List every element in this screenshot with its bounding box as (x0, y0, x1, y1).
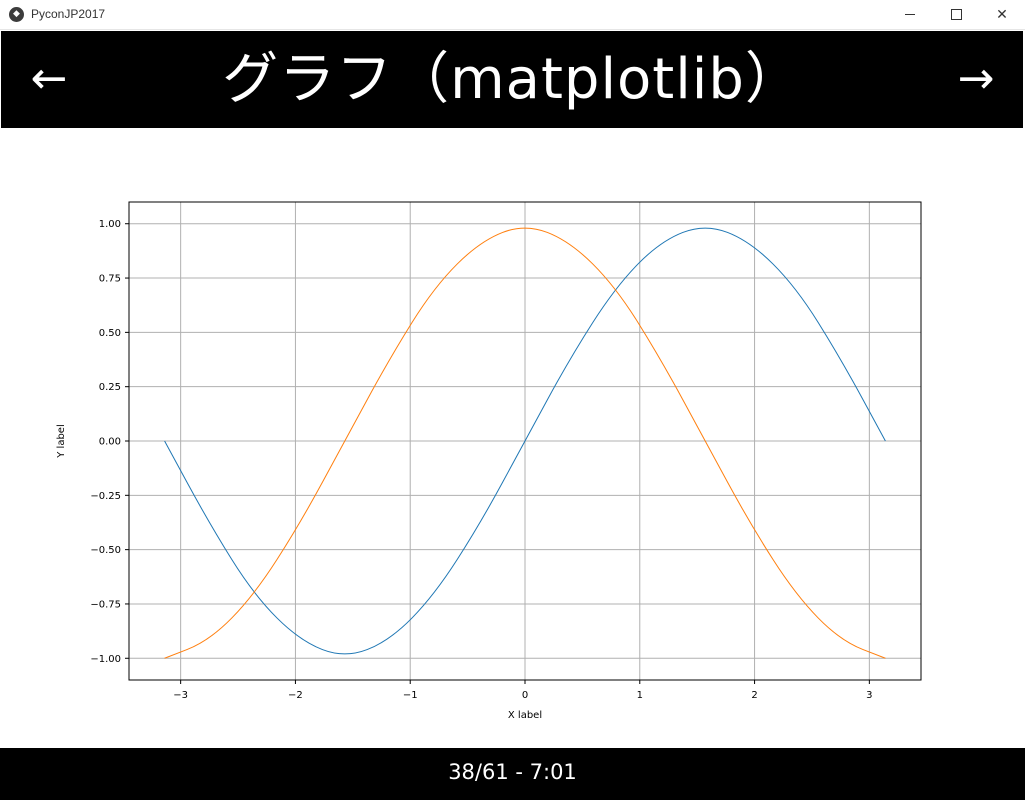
close-button[interactable]: ✕ (979, 0, 1025, 30)
grid-lines (129, 202, 921, 680)
slide-progress-status: 38/61 - 7:01 (448, 760, 577, 784)
line-chart: −3 −2 −1 0 1 2 3 −1.00 −0.75 −0.50 −0.25 0.00 0.25 0.… (56, 201, 922, 721)
arrow-left-icon: ← (30, 53, 68, 104)
series-lines (164, 227, 886, 659)
window-titlebar: ◆ PyconJP2017 ✕ (0, 0, 1025, 30)
minimize-button[interactable] (887, 0, 933, 30)
slide-header: ← グラフ（matplotlib） → (1, 31, 1023, 128)
next-slide-button[interactable]: → (946, 49, 1006, 109)
axis-ticks: −3 −2 −1 0 1 2 3 −1.00 −0.75 −0.50 −0.25 0.00 0.25 0.… (90, 219, 872, 701)
y-tick-label: −0.75 (90, 599, 121, 610)
maximize-icon (951, 9, 962, 20)
x-tick-label: 1 (637, 690, 643, 701)
y-tick-label: 0.75 (99, 274, 121, 285)
y-tick-label: 0.50 (99, 328, 121, 339)
y-tick-label: −1.00 (90, 654, 121, 665)
arrow-right-icon: → (957, 53, 995, 104)
y-tick-label: 0.25 (99, 382, 121, 393)
slide-footer: 38/61 - 7:01 (0, 748, 1025, 800)
chart-area: −3 −2 −1 0 1 2 3 −1.00 −0.75 −0.50 −0.25 0.00 0.25 0.… (0, 128, 1025, 748)
x-tick-label: 3 (866, 690, 872, 701)
x-tick-label: −1 (403, 690, 418, 701)
series-line-2 (164, 227, 886, 659)
x-tick-label: −2 (288, 690, 303, 701)
x-tick-label: 0 (522, 690, 528, 701)
x-tick-label: −3 (173, 690, 188, 701)
x-axis-label: X label (508, 710, 542, 721)
y-tick-label: −0.50 (90, 545, 121, 556)
close-icon: ✕ (996, 7, 1008, 23)
maximize-button[interactable] (933, 0, 979, 30)
prev-slide-button[interactable]: ← (19, 49, 79, 109)
series-line-1 (164, 227, 886, 655)
y-tick-label: −0.25 (90, 491, 121, 502)
y-axis-label: Y label (56, 424, 67, 458)
slide-title: グラフ（matplotlib） (222, 47, 802, 112)
kivy-logo-icon: ◆ (9, 7, 24, 22)
y-tick-label: 1.00 (99, 219, 121, 230)
y-tick-label: 0.00 (99, 437, 121, 448)
x-tick-label: 2 (751, 690, 757, 701)
window-title: PyconJP2017 (31, 7, 106, 21)
minimize-icon (905, 14, 915, 15)
